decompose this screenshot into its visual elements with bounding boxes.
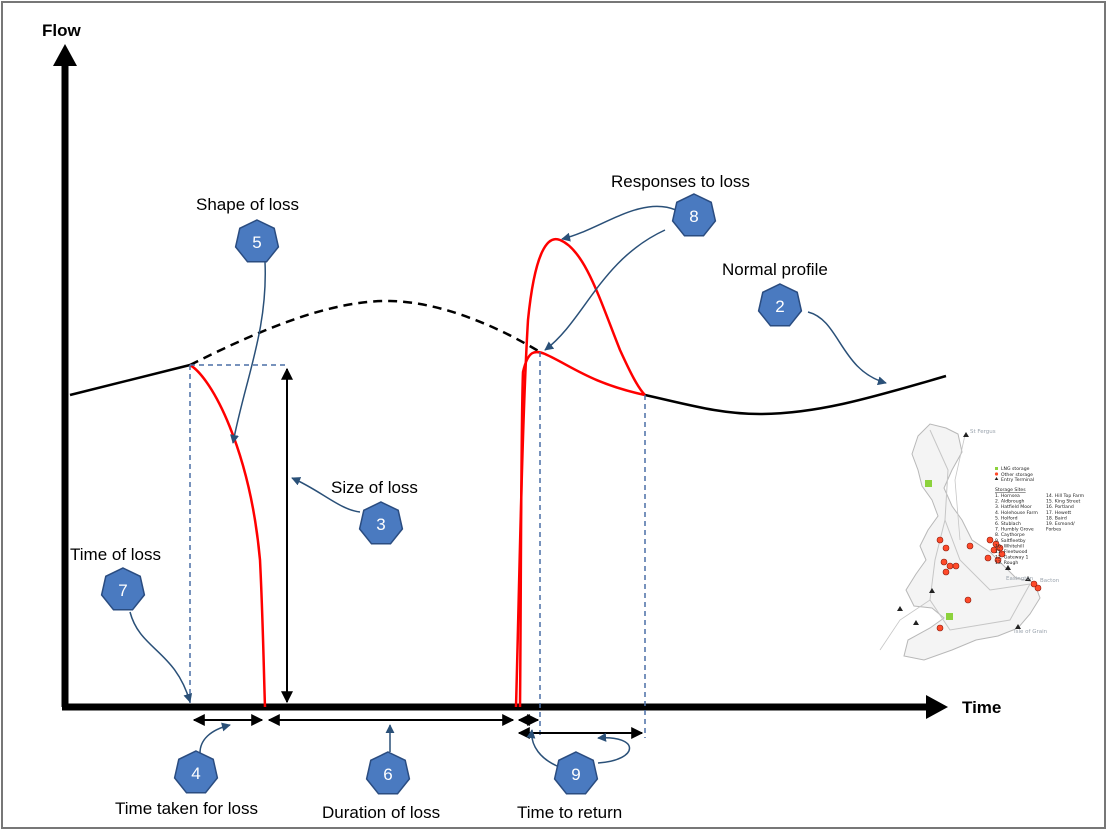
svg-text:6: 6 [383,765,392,784]
map-site-entry: 16. Portland [1046,504,1074,510]
svg-text:Entry Terminal: Entry Terminal [1001,477,1034,483]
map-site-entry: 13. Rough [995,560,1018,566]
normal-profile-curve-start [69,363,191,397]
label-time-taken-for-loss: Time taken for loss [115,799,258,818]
normal-profile-expected-dashed [189,299,541,367]
lng-storage-marker [925,480,932,487]
label-time-of-loss: Time of loss [70,545,161,564]
badge-4: 4 [173,750,219,794]
svg-text:2: 2 [775,297,784,316]
badge-2: 2 [757,283,803,327]
y-axis-arrowhead [53,44,77,66]
badge-8: 8 [671,193,717,237]
map-site-entry: 11. Fleetwood [995,549,1028,555]
loss-curve [189,363,267,708]
badge-3: 3 [358,501,404,545]
map-site-entry: 8. Caythorpe [995,532,1025,538]
map-site-entry: 6. Stublach [995,521,1021,527]
map-site-entry: 1. Hornsea [995,493,1020,499]
label-duration-of-loss: Duration of loss [322,803,440,822]
svg-text:Storage Sites: Storage Sites [995,487,1026,493]
label-normal-profile: Normal profile [722,260,828,279]
svg-text:Other storage: Other storage [1001,472,1033,478]
map-site-entry: 12. Gateway 1 [995,555,1029,561]
normal-profile-curve-end [644,374,947,416]
map-site-entry: Forbes [1046,527,1062,533]
response-curve-low [518,350,646,708]
svg-text:4: 4 [191,764,200,783]
map-legend: LNG storage Other storage Entry Terminal… [994,466,1034,493]
map-site-entry: 7. Humbly Grove [995,527,1034,533]
map-site-entry: 2. Aldbrough [995,499,1025,505]
gb-outline [903,423,1041,661]
svg-text:Bacton: Bacton [1040,578,1060,584]
badge-7: 7 [100,567,146,611]
svg-text:3: 3 [376,515,385,534]
map-site-entry: 3. Hatfield Moor [995,504,1032,510]
y-axis-label: Flow [42,21,81,40]
label-time-to-return: Time to return [517,803,622,822]
svg-text:Easington: Easington [1006,576,1034,582]
badge-9: 9 [553,751,599,795]
axes: Flow Time [42,21,1001,719]
entry-terminal-markers [897,432,1031,629]
svg-text:7: 7 [118,581,127,600]
map-site-entry: 15. King Street [1046,499,1080,505]
svg-text:9: 9 [571,765,580,784]
guide-lines [189,352,646,738]
map-site-entry: 9. Saltfleetby [995,538,1026,544]
label-responses-to-loss: Responses to loss [611,172,750,191]
svg-text:Isle of Grain: Isle of Grain [1014,629,1048,635]
lng-storage-marker [946,613,953,620]
badge-5: 5 [234,219,280,263]
badge-6: 6 [365,751,411,795]
map-site-entry: 4. Holehouse Farm [995,510,1038,516]
label-shape-of-loss: Shape of loss [196,195,299,214]
svg-text:8: 8 [689,207,698,226]
map-site-entry: 10. Whitehill [995,543,1024,549]
map-site-entry: 17. Hewett [1046,510,1071,516]
svg-text:LNG storage: LNG storage [1001,466,1030,472]
map-site-entry: 18. Baird [1046,515,1067,521]
svg-text:5: 5 [252,233,261,252]
annotation-arrows [129,205,887,769]
uk-storage-map: St Fergus Easington Bacton Isle of Grain… [878,418,1104,670]
map-site-entry: 5. Holford [995,515,1018,521]
svg-text:St Fergus: St Fergus [970,429,996,435]
map-site-entry: 19. Esmond/ [1046,521,1075,527]
map-site-entry: 14. Hill Top Farm [1046,493,1085,499]
x-axis-arrowhead [926,695,948,719]
x-axis-label: Time [962,698,1001,717]
label-size-of-loss: Size of loss [331,478,418,497]
storage-site-markers [936,536,1042,632]
